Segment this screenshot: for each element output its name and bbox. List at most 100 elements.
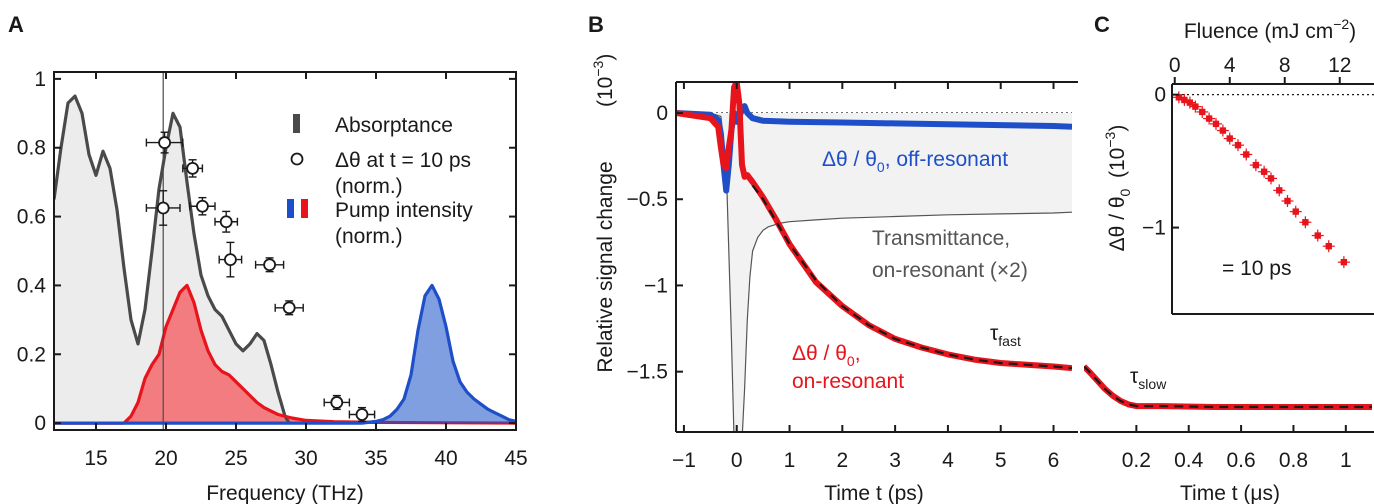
panel-a-scatter-point-group: [145, 190, 181, 226]
panel-b-long-x-tick-label: 0.2: [1122, 449, 1151, 472]
panel-b-x-tick-label: −1: [672, 449, 696, 472]
panel-a-y-tick-label: 0.8: [17, 137, 46, 160]
panel-a-y-tick-label: 0.2: [17, 343, 46, 366]
panel-a-scatter-point: [158, 136, 172, 149]
panel-c-point: [1186, 99, 1194, 106]
panel-b-annotation-transmittance-2: on-resonant (×2): [872, 259, 1028, 282]
panel-c-point-group: [1232, 139, 1244, 152]
panel-a-legend-delta-label: Δθ at t = 10 ps: [335, 149, 471, 172]
panel-b-annotation-on-resonant-rest: ,: [855, 342, 861, 365]
panel-c-point: [1181, 96, 1188, 104]
panel-b-y-axis-title: Relative signal change (10−3): [590, 54, 617, 373]
panel-c-point: [1219, 127, 1227, 134]
panel-b-long-on_resonant_long-line: [1084, 364, 1372, 410]
panel-letter-c: C: [1094, 12, 1110, 37]
panel-b-x-tick-label: 6: [1048, 449, 1060, 472]
panel-b-annotation-on-resonant-main: Δθ / θ: [792, 342, 847, 365]
panel-b-long-x-axis-title: Time t (μs): [1180, 482, 1280, 504]
panel-c-y-axis-label: Δθ / θ0: [1106, 188, 1133, 251]
panel-b-annotation-on-resonant-sub: 0: [847, 353, 855, 369]
panel-b-long-x-tick-label: 0.8: [1279, 449, 1308, 472]
panel-a-absorptance-fill: [54, 96, 290, 424]
panel-b-long-annotation-tau-slow-main: τ: [1130, 365, 1139, 388]
panel-a-legend-absorptance-label: Absorptance: [335, 114, 453, 137]
panel-c-point: [1234, 141, 1242, 149]
panel-b-y-tick-label: −0.5: [627, 188, 668, 211]
panel-c-y-axis-title: Δθ / θ0 (10−3): [1102, 125, 1133, 252]
panel-c-point: [1276, 187, 1283, 194]
panel-a-scatter-point: [355, 408, 369, 421]
panel-c-point-group: [1240, 148, 1253, 161]
panel-a-x-tick-label: 20: [154, 447, 177, 470]
panel-b-long-fit_long-line: [1084, 365, 1372, 409]
panel-b-y-axis-unit: (10−3): [590, 54, 617, 107]
panel-c-y-tick-label: −1: [1142, 217, 1166, 240]
panel-a-x-tick-label: 15: [84, 447, 107, 470]
panel-a-x-axis-title: Frequency (THz): [206, 482, 364, 504]
panel-a-x-tick-label: 35: [364, 447, 387, 470]
panel-c-point-group: [1265, 172, 1277, 185]
panel-a-legend-delta-marker: [290, 152, 304, 166]
panel-c-point-group: [1299, 216, 1312, 229]
panel-a-scatter-point: [263, 258, 277, 272]
panel-b-long-x-tick-label: 0.4: [1174, 449, 1204, 472]
panel-b-x-tick-label: 0: [731, 449, 743, 472]
panel-a-pump_blue-fill: [54, 285, 516, 424]
panel-a-scatter-point-group: [323, 394, 351, 411]
panel-b-y-tick-label: −1.5: [627, 361, 668, 384]
panel-a-chart: 15 20 25 30 35 40 45 0 0.2 0.4 0.6 0.8 1 Absorptance…: [17, 68, 528, 504]
panel-a-y-tick-label: 1: [34, 68, 46, 91]
panel-c-point: [1325, 242, 1332, 250]
panel-a-scatter-point: [223, 253, 237, 267]
panel-c-point: [1226, 135, 1233, 142]
panel-a-scatter-point: [186, 161, 200, 175]
panel-a-pump_red-line: [54, 283, 516, 425]
panel-b-annotation-on-resonant: Δθ / θ0,: [792, 342, 861, 369]
panel-c-point: [1284, 197, 1291, 205]
panel-c-point: [1340, 258, 1348, 266]
panel-c-point: [1199, 108, 1206, 116]
panel-c-x-tick-label: 12: [1328, 54, 1351, 77]
panel-c-annotation: = 10 ps: [1222, 257, 1291, 280]
panel-b-x-tick-label: 2: [836, 449, 848, 472]
panel-b-annotation-tau-fast: τfast: [990, 322, 1021, 349]
panel-c-point-group: [1311, 229, 1324, 242]
panel-a-legend-delta-label2: (norm.): [335, 175, 403, 198]
panel-c-point: [1175, 94, 1183, 101]
panel-b-annotation-off-resonant-rest: , off-resonant: [885, 148, 1009, 171]
panel-c-point-group: [1203, 112, 1216, 125]
panel-a-legend-absorptance-swatch: [293, 114, 300, 133]
panel-b-chart: −1 0 1 2 3 4 5 6 0 −0.5 −1 −1.5 Time t (ps) Relativ…: [590, 54, 1078, 504]
panel-letter-a: A: [8, 12, 24, 37]
panel-c-point: [1205, 115, 1213, 122]
panel-c-x-tick-label: 0: [1169, 54, 1181, 77]
panel-b-long-chart: 0.2 0.4 0.6 0.8 1 Time t (μs) τslow: [1080, 364, 1374, 504]
panel-c-point-group: [1281, 194, 1294, 207]
panel-b-x-tick-label: 3: [889, 449, 901, 472]
panel-c-point-group: [1189, 100, 1202, 113]
panel-a-y-tick-label: 0.4: [17, 274, 47, 297]
panel-c-y-axis-unit: (10−3): [1102, 125, 1129, 178]
panel-b-y-tick-label: −1: [644, 274, 668, 297]
panel-b-transmittance-line: [676, 112, 1072, 432]
panel-c-point: [1212, 120, 1220, 128]
panel-c-x-tick-label: 8: [1279, 54, 1291, 77]
panel-a-scatter-point-group: [274, 300, 304, 316]
panel-c-background: [1172, 84, 1374, 314]
panel-c-point-group: [1249, 159, 1262, 172]
panel-a-scatter-point-group: [189, 196, 216, 216]
panel-b-long-x-tick-label: 0.6: [1226, 449, 1255, 472]
panel-c-point-group: [1322, 240, 1335, 253]
panel-a-scatter-point: [219, 215, 233, 229]
panel-a-legend-pump-label: Pump intensity: [335, 199, 473, 222]
panel-c-point-group: [1273, 184, 1286, 197]
panel-a-scatter-point: [156, 201, 170, 215]
panel-a-x-tick-label: 30: [294, 447, 317, 470]
panel-a-scatter-point: [330, 396, 344, 409]
panel-a-pump_blue-line: [54, 283, 516, 425]
panel-c-point: [1192, 103, 1199, 110]
panel-b-annotation-off-resonant-sub: 0: [877, 159, 885, 175]
panel-c-point-group: [1337, 256, 1350, 269]
panel-a-x-tick-label: 45: [504, 447, 527, 470]
